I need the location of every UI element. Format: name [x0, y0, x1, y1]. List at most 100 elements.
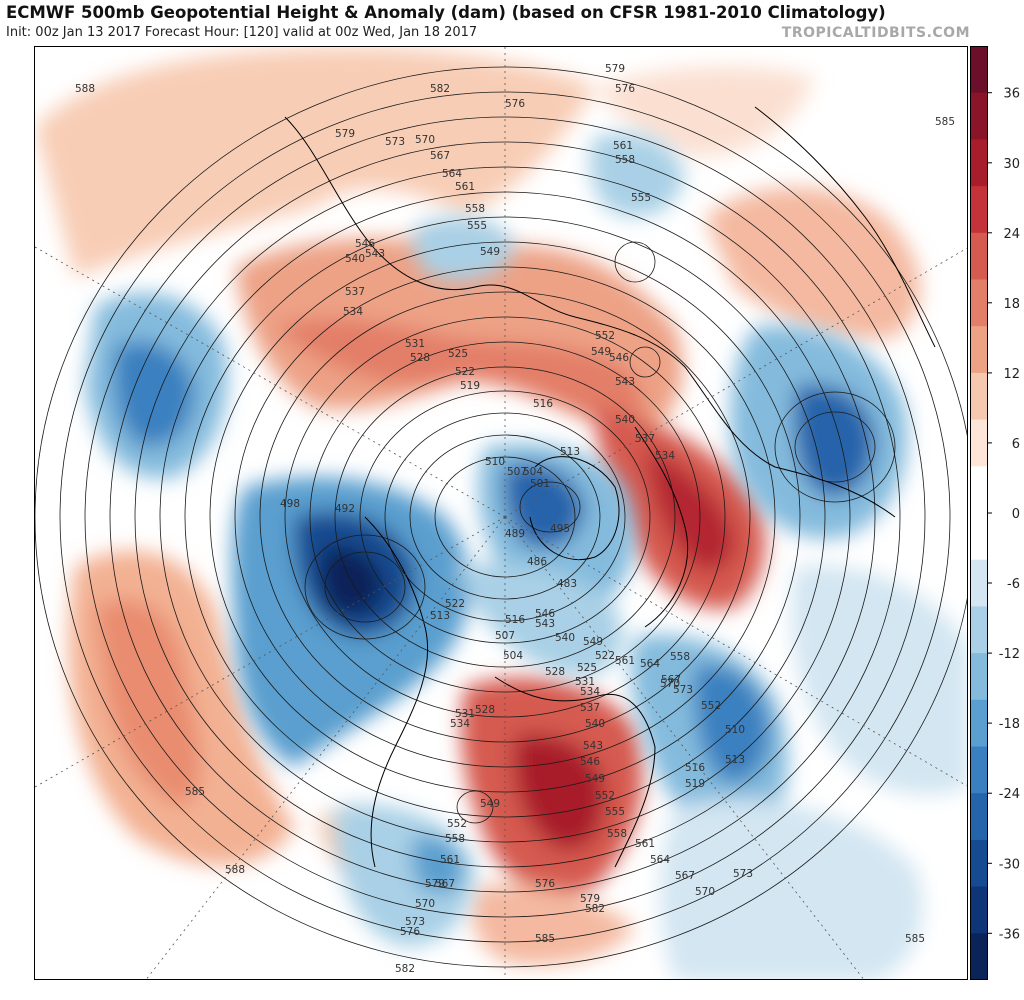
contour-label: 549: [480, 798, 500, 810]
colorbar-segment: [970, 699, 988, 747]
contour-label: 552: [701, 700, 721, 712]
contour-label: 483: [557, 578, 577, 590]
colorbar-segment: [970, 419, 988, 467]
contour-label: 540: [555, 632, 575, 644]
contour-label: 531: [455, 708, 475, 720]
coastlines: [284, 106, 936, 868]
contour-label: 588: [75, 83, 95, 95]
chart-header: ECMWF 500mb Geopotential Height & Anomal…: [0, 0, 1024, 46]
colorbar-tick-label: -18: [999, 717, 1020, 732]
colorbar-tick-label: 0: [1012, 507, 1020, 522]
graticule: [35, 47, 967, 979]
colorbar-tick-label: -36: [999, 927, 1020, 942]
colorbar-tick-label: -30: [999, 857, 1020, 872]
contour-label: 486: [527, 556, 547, 568]
contour-label: 564: [640, 658, 660, 670]
contour-label: 579: [605, 63, 625, 75]
contour-label: 579: [425, 878, 445, 890]
contour-label: 522: [445, 598, 465, 610]
contour-label: 564: [442, 168, 462, 180]
contour-label: 546: [609, 352, 629, 364]
contour-label: 543: [615, 376, 635, 388]
colorbar-tick-label: 36: [1003, 87, 1020, 102]
contour-label: 561: [635, 838, 655, 850]
contour-label: 573: [673, 684, 693, 696]
contour-label: 504: [523, 466, 543, 478]
colorbar-tick-label: 24: [1003, 227, 1020, 242]
contour-label: 540: [345, 253, 365, 265]
contour-label: 564: [650, 854, 670, 866]
contour-label: 567: [675, 870, 695, 882]
contour-label: 552: [595, 330, 615, 342]
contour-label: 585: [535, 933, 555, 945]
contour-label: 504: [503, 650, 523, 662]
colorbar-segment: [970, 92, 988, 140]
contour-label: 507: [507, 466, 527, 478]
contour-label: 522: [595, 650, 615, 662]
contour-label: 576: [400, 926, 420, 938]
contour-label: 492: [335, 503, 355, 515]
colorbar-tick-label: 12: [1003, 367, 1020, 382]
contour-label: 558: [445, 833, 465, 845]
colorbar-segment: [970, 839, 988, 888]
colorbar-legend: 36 30 24 18 12 6 0 -6 -12 -18 -24 -30 -36: [970, 46, 1024, 981]
contour-label: 516: [685, 762, 705, 774]
contour-label: 549: [591, 346, 611, 358]
colorbar-segment: [970, 372, 988, 421]
colorbar-segment: [970, 326, 988, 374]
colorbar-segment: [970, 513, 988, 561]
contour-label: 585: [935, 116, 955, 128]
contour-label: 567: [430, 150, 450, 162]
contour-label: 549: [585, 773, 605, 785]
contour-label: 573: [733, 868, 753, 880]
contour-label: 519: [460, 380, 480, 392]
contour-label: 549: [583, 636, 603, 648]
colorbar-segment: [970, 186, 988, 234]
contour-label: 537: [345, 286, 365, 298]
contour-label: 513: [725, 754, 745, 766]
contour-label: 552: [595, 790, 615, 802]
contour-label: 534: [655, 450, 675, 462]
contour-label: 588: [225, 864, 245, 876]
contour-label: 567: [661, 674, 681, 686]
contour-label: 540: [585, 718, 605, 730]
contour-label: 516: [533, 398, 553, 410]
contour-label: 561: [613, 140, 633, 152]
contour-label: 582: [430, 83, 450, 95]
chart-title: ECMWF 500mb Geopotential Height & Anomal…: [6, 3, 886, 22]
contour-label: 519: [685, 778, 705, 790]
colorbar-tick-label: 6: [1012, 437, 1020, 452]
contour-label: 558: [465, 203, 485, 215]
contour-label: 570: [415, 134, 435, 146]
colorbar-tick-label: 30: [1003, 157, 1020, 172]
contour-label: 585: [905, 933, 925, 945]
contour-label: 537: [635, 433, 655, 445]
contour-label: 573: [385, 136, 405, 148]
contour-label: 555: [605, 806, 625, 818]
contour-label: 498: [280, 498, 300, 510]
contour-label: 555: [631, 192, 651, 204]
contour-label: 576: [505, 98, 525, 110]
colorbar-tick-label: -12: [999, 647, 1020, 662]
colorbar-segment: [970, 886, 988, 934]
colorbar-border: [970, 46, 988, 980]
contour-label: 534: [580, 686, 600, 698]
contour-label: 570: [660, 678, 680, 690]
contour-label: 543: [365, 248, 385, 260]
contour-label: 510: [725, 724, 745, 736]
colorbar-segment: [970, 653, 988, 701]
colorbar-segment: [970, 606, 988, 654]
contour-label: 489: [505, 528, 525, 540]
colorbar-segment: [970, 793, 988, 841]
anomaly-shading-negative: [85, 133, 967, 979]
colorbar-segment: [970, 46, 988, 94]
contour-label: 537: [580, 702, 600, 714]
colorbar-segment: [970, 466, 988, 514]
contour-label: 570: [415, 898, 435, 910]
contour-label: 534: [343, 306, 363, 318]
contour-label: 510: [485, 456, 505, 468]
contour-label: 567: [435, 878, 455, 890]
contour-label: 579: [580, 893, 600, 905]
chart-subtitle: Init: 00z Jan 13 2017 Forecast Hour: [12…: [6, 25, 478, 40]
